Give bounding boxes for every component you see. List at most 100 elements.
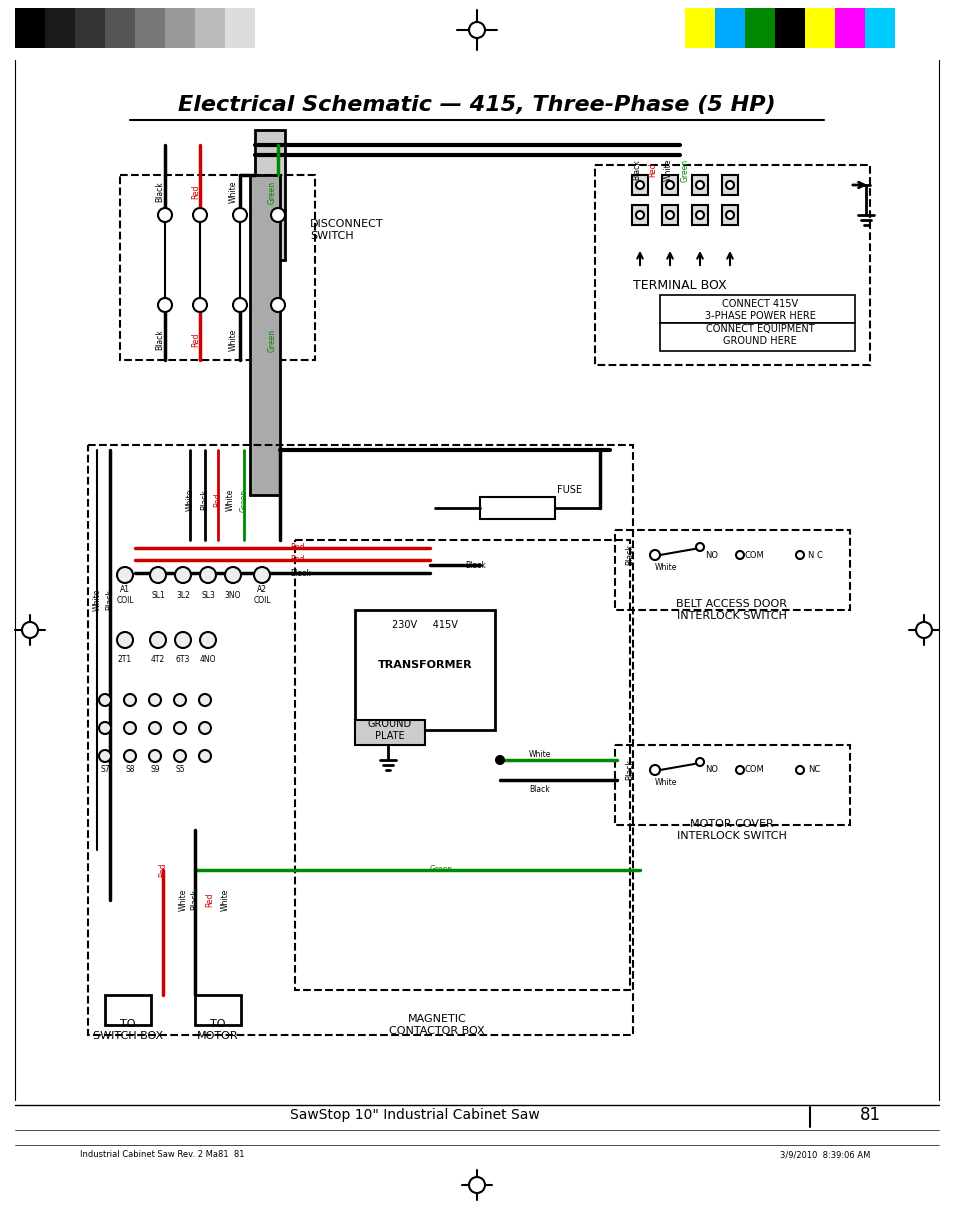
Text: Black: Black — [529, 785, 550, 795]
Circle shape — [22, 622, 38, 638]
Text: 4NO: 4NO — [199, 656, 216, 664]
Circle shape — [99, 750, 111, 762]
Circle shape — [696, 181, 703, 189]
Bar — [105, 9, 135, 47]
Text: Red: Red — [213, 493, 222, 507]
Bar — [659, 295, 854, 323]
Bar — [479, 497, 555, 518]
Circle shape — [173, 722, 186, 734]
Circle shape — [199, 722, 211, 734]
Circle shape — [636, 181, 643, 189]
Circle shape — [150, 632, 166, 647]
Text: 3L2: 3L2 — [176, 590, 190, 600]
Circle shape — [735, 765, 743, 774]
Text: SawStop 10" Industrial Cabinet Saw: SawStop 10" Industrial Cabinet Saw — [290, 1107, 539, 1122]
Text: White: White — [225, 489, 234, 511]
Circle shape — [253, 567, 270, 583]
Text: 3/9/2010  8:39:06 AM: 3/9/2010 8:39:06 AM — [779, 1150, 869, 1160]
Bar — [631, 175, 647, 195]
Circle shape — [199, 750, 211, 762]
Bar — [355, 720, 424, 745]
Text: COM: COM — [744, 765, 764, 774]
Text: Black: Black — [290, 568, 311, 578]
Circle shape — [636, 211, 643, 219]
Text: COM: COM — [744, 550, 764, 560]
Circle shape — [150, 567, 166, 583]
Bar — [254, 9, 285, 47]
Bar — [88, 445, 633, 1034]
Text: DISCONNECT
SWITCH: DISCONNECT SWITCH — [310, 219, 383, 241]
Text: Red: Red — [290, 555, 304, 565]
Circle shape — [271, 208, 285, 221]
Text: MAGNETIC
CONTACTOR BOX: MAGNETIC CONTACTOR BOX — [389, 1014, 484, 1036]
Circle shape — [173, 750, 186, 762]
Circle shape — [665, 181, 673, 189]
Bar — [721, 175, 738, 195]
Text: CONNECT 415V
3-PHASE POWER HERE: CONNECT 415V 3-PHASE POWER HERE — [704, 299, 815, 321]
Circle shape — [735, 551, 743, 559]
Bar — [194, 9, 225, 47]
Text: S5: S5 — [175, 765, 185, 774]
Text: NO: NO — [704, 765, 718, 774]
Text: White: White — [185, 489, 194, 511]
Circle shape — [696, 758, 703, 765]
Text: NO: NO — [704, 550, 718, 560]
Bar — [834, 9, 864, 47]
Bar — [631, 204, 647, 225]
Text: Red: Red — [648, 163, 657, 178]
Text: White: White — [178, 888, 188, 912]
Circle shape — [795, 765, 803, 774]
Text: Black: Black — [200, 489, 210, 510]
Bar — [691, 204, 707, 225]
Text: TO
MOTOR: TO MOTOR — [197, 1019, 238, 1041]
Bar — [721, 204, 738, 225]
Circle shape — [149, 694, 161, 706]
Circle shape — [233, 208, 247, 221]
Bar — [744, 9, 774, 47]
Text: 6T3: 6T3 — [175, 656, 190, 664]
Circle shape — [124, 694, 136, 706]
Circle shape — [649, 765, 659, 775]
Circle shape — [225, 567, 241, 583]
Text: S8: S8 — [125, 765, 134, 774]
Text: S9: S9 — [150, 765, 160, 774]
Bar — [774, 9, 804, 47]
Bar — [15, 9, 45, 47]
Bar — [250, 175, 280, 495]
Circle shape — [233, 298, 247, 312]
Text: MOTOR COVER
INTERLOCK SWITCH: MOTOR COVER INTERLOCK SWITCH — [677, 819, 786, 841]
Text: White: White — [655, 563, 677, 572]
Text: BELT ACCESS DOOR
INTERLOCK SWITCH: BELT ACCESS DOOR INTERLOCK SWITCH — [676, 599, 786, 621]
Circle shape — [149, 750, 161, 762]
Bar — [45, 9, 75, 47]
Text: 81: 81 — [859, 1106, 880, 1125]
Text: TRANSFORMER: TRANSFORMER — [377, 660, 472, 671]
Circle shape — [469, 1177, 484, 1193]
Text: Black: Black — [106, 589, 114, 611]
Text: TERMINAL BOX: TERMINAL BOX — [633, 279, 726, 292]
Bar — [120, 175, 314, 360]
Text: S7: S7 — [100, 765, 110, 774]
Text: Electrical Schematic — 415, Three-Phase (5 HP): Electrical Schematic — 415, Three-Phase … — [178, 95, 775, 114]
Circle shape — [158, 298, 172, 312]
Bar — [714, 9, 744, 47]
Circle shape — [117, 567, 132, 583]
Text: White: White — [92, 589, 101, 611]
Bar — [75, 9, 105, 47]
Circle shape — [271, 298, 285, 312]
Text: Black: Black — [155, 330, 164, 350]
Text: Black: Black — [632, 159, 640, 180]
Bar — [684, 9, 714, 47]
Text: 230V     415V: 230V 415V — [392, 619, 457, 630]
Circle shape — [99, 722, 111, 734]
Text: Red: Red — [192, 332, 200, 347]
Text: Red: Red — [158, 863, 168, 877]
Bar — [165, 9, 194, 47]
Text: Green: Green — [267, 329, 276, 352]
Text: Black: Black — [464, 561, 485, 570]
Circle shape — [199, 694, 211, 706]
Text: Black: Black — [191, 890, 199, 910]
Bar — [254, 130, 285, 260]
Circle shape — [200, 567, 215, 583]
Circle shape — [173, 694, 186, 706]
